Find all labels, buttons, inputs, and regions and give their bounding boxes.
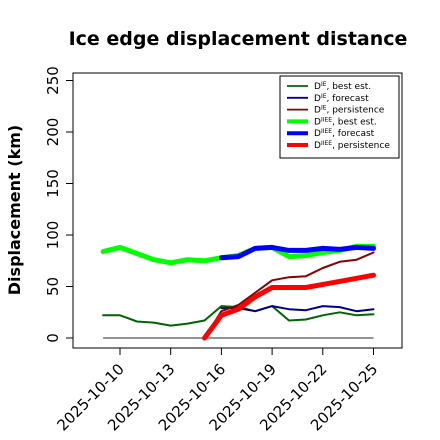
- y-tick-label: 200: [44, 118, 62, 147]
- legend-label: DIIEE, best est.: [314, 116, 377, 127]
- legend-label: DIIEE, persistence: [314, 140, 390, 151]
- series-lines: [100, 243, 376, 341]
- series-line-2: [220, 305, 375, 313]
- legend-label: DIIEE, forecast: [314, 128, 375, 139]
- series-line-3: [203, 251, 375, 339]
- legend-label: DIE, best est.: [314, 81, 371, 92]
- y-tick-label: 150: [44, 169, 62, 198]
- legend-label: DIE, forecast: [314, 93, 369, 104]
- y-tick-label: 0: [44, 333, 62, 343]
- y-tick-label: 250: [44, 66, 62, 95]
- series-line-5: [218, 244, 376, 261]
- x-axis: 2025-10-102025-10-132025-10-162025-10-19…: [53, 348, 381, 434]
- y-tick-label: 100: [44, 221, 62, 250]
- legend-label: DIE, persistence: [314, 105, 385, 116]
- chart-title: Ice edge displacement distance: [69, 28, 408, 50]
- y-axis-label: Displacement (km): [5, 125, 24, 295]
- y-axis: 0 50 100 150 200 250: [44, 66, 74, 343]
- y-tick-label: 50: [44, 277, 62, 296]
- series-line-6: [202, 272, 376, 341]
